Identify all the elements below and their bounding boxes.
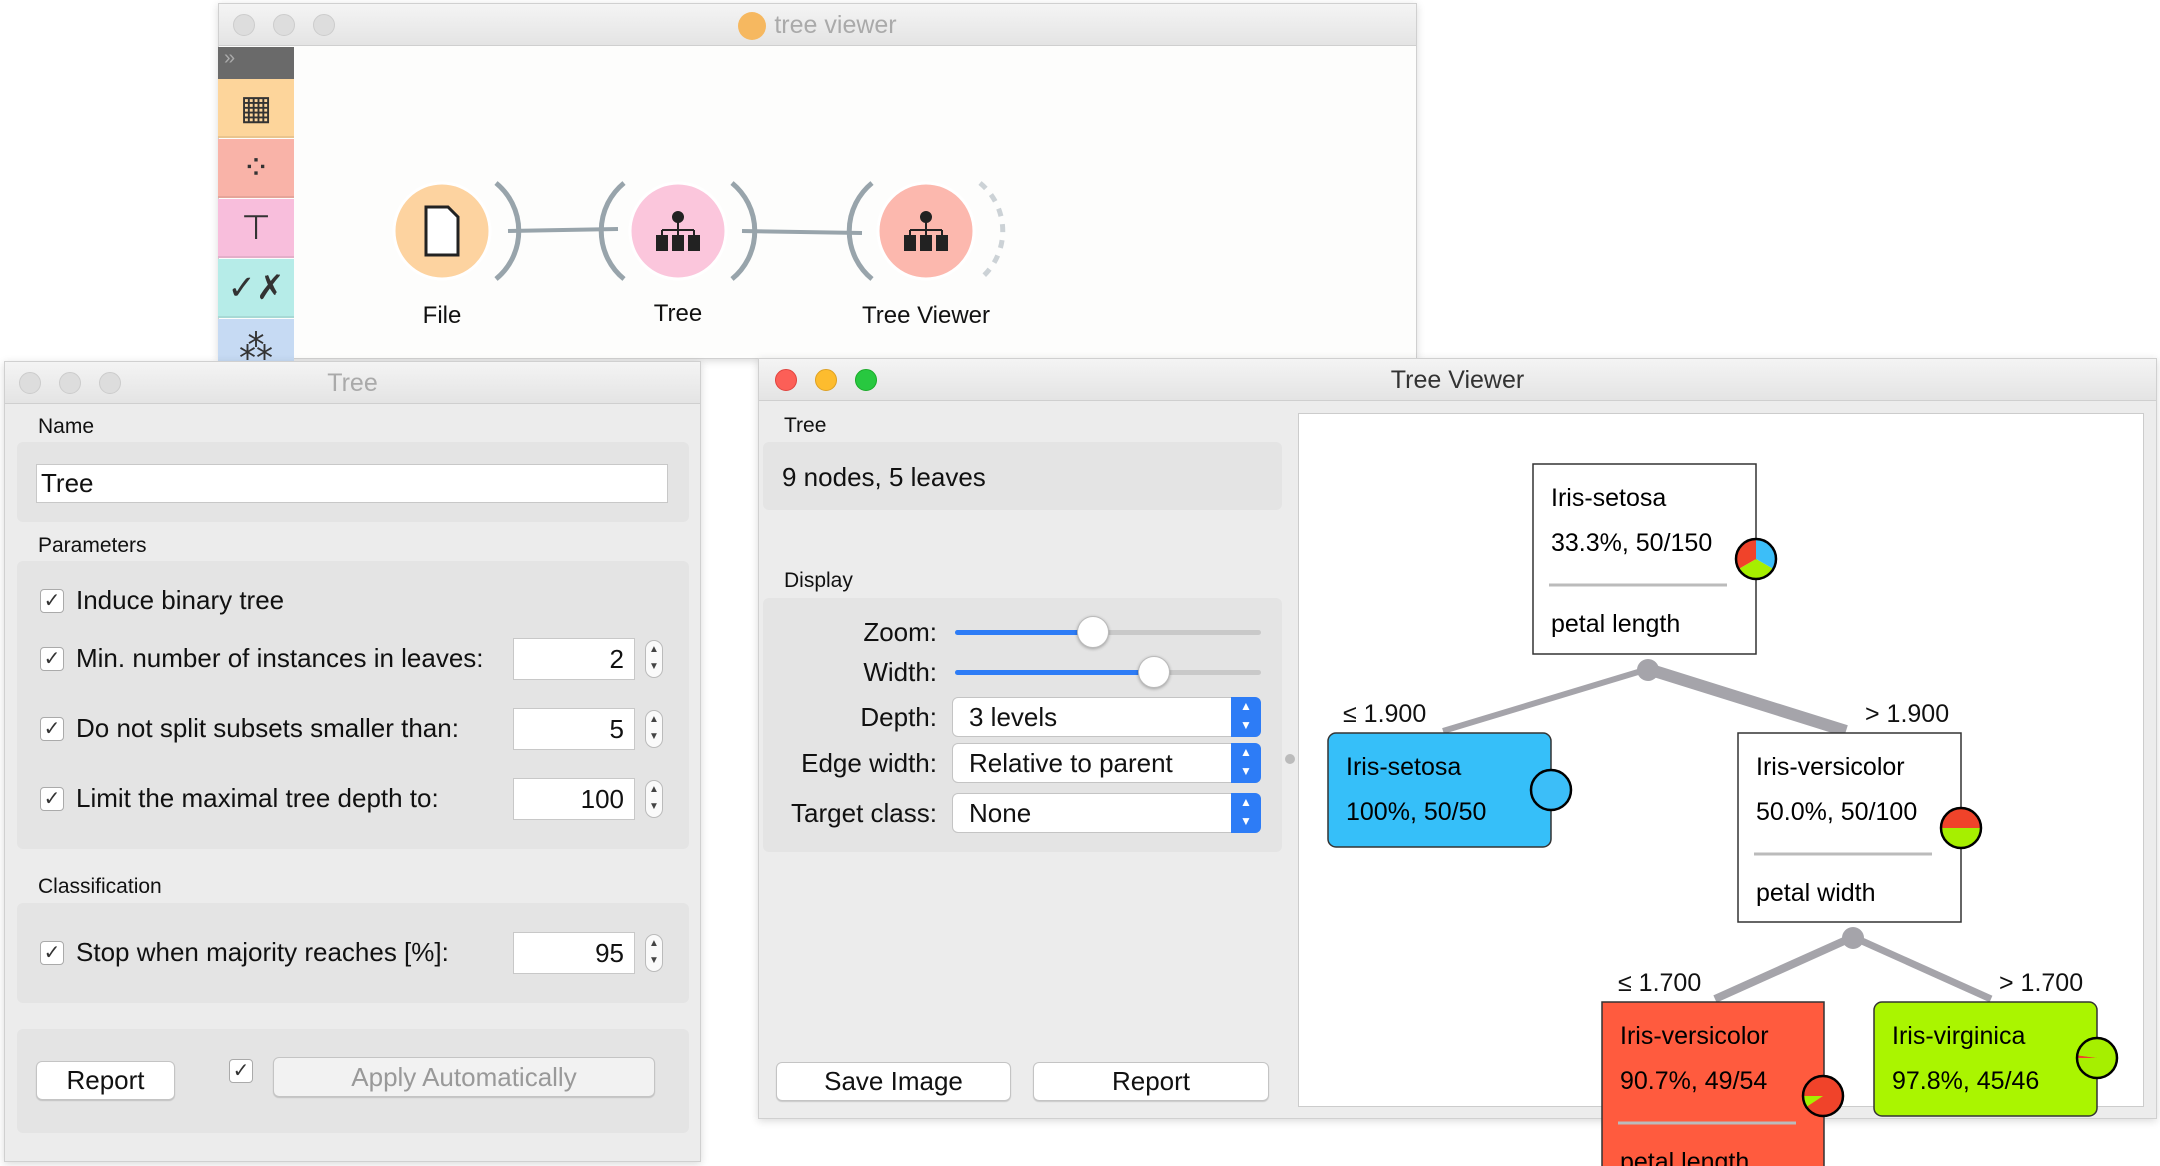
minimize-button[interactable] <box>59 372 81 394</box>
viewer-titlebar: Tree Viewer <box>759 359 2156 401</box>
apply-automatically-checkbox[interactable]: ✓ <box>229 1059 253 1083</box>
parameter-label: Limit the maximal tree depth to: <box>76 783 439 813</box>
tree-info: 9 nodes, 5 leaves <box>782 462 986 492</box>
widget-label-tree: Tree <box>653 300 703 327</box>
viewer-title: Tree Viewer <box>1390 366 1525 394</box>
parameter-label: Min. number of instances in leaves: <box>76 643 484 673</box>
parameters-label: Parameters <box>38 534 147 557</box>
parameter-label: Induce binary tree <box>76 585 285 615</box>
link-tree-viewer[interactable] <box>741 229 863 235</box>
depth-select[interactable]: 3 levels ▲ ▼ <box>952 697 1261 737</box>
output-anchor[interactable] <box>978 181 1006 281</box>
edge-width-label: Edge width: <box>801 748 937 778</box>
tree-info-group <box>763 442 1282 510</box>
widget-label-file: File <box>422 302 462 329</box>
save-image-button[interactable]: Save Image <box>776 1062 1011 1101</box>
chevron-updown-icon: ▲ ▼ <box>1231 743 1261 783</box>
workflow-canvas <box>392 181 1006 281</box>
width-label: Width: <box>863 657 937 687</box>
widget-node-tree[interactable] <box>598 181 758 281</box>
widget-label-tree-viewer: Tree Viewer <box>861 302 991 329</box>
edge-width-select[interactable]: Relative to parent ▲ ▼ <box>952 743 1261 783</box>
report-button[interactable]: Report <box>36 1061 175 1100</box>
tree-window-title: Tree <box>327 369 378 397</box>
display-section-label: Display <box>784 569 853 592</box>
parameter-stepper[interactable]: ▲ ▼ <box>645 780 663 818</box>
scatter-plot-icon[interactable]: ⁘ <box>218 139 294 198</box>
parameter-checkbox[interactable]: ✓ <box>40 786 64 811</box>
toolbox-collapse[interactable]: » <box>218 47 294 79</box>
stop-majority-checkbox[interactable]: ✓ <box>40 940 64 965</box>
stop-majority-row[interactable]: ✓ Stop when majority reaches [%]: <box>40 937 449 968</box>
depth-label: Depth: <box>860 702 937 732</box>
parameter-input[interactable]: 2 <box>513 638 635 680</box>
width-slider[interactable] <box>955 656 1261 688</box>
data-table-icon[interactable]: ▦ <box>218 79 294 138</box>
parameter-row[interactable]: ✓ Induce binary tree <box>40 585 284 616</box>
name-input[interactable]: Tree <box>36 464 668 503</box>
stop-majority-stepper[interactable]: ▲ ▼ <box>645 934 663 972</box>
parameter-checkbox[interactable]: ✓ <box>40 588 64 613</box>
edge-width-value: Relative to parent <box>969 748 1173 778</box>
close-button[interactable] <box>775 369 797 391</box>
chevron-updown-icon: ▲ ▼ <box>1231 793 1261 833</box>
parameter-input[interactable]: 100 <box>513 778 635 820</box>
parameter-input[interactable]: 5 <box>513 708 635 750</box>
zoom-button[interactable] <box>99 372 121 394</box>
zoom-button[interactable] <box>313 14 335 36</box>
zoom-button[interactable] <box>855 369 877 391</box>
parameter-stepper[interactable]: ▲ ▼ <box>645 640 663 678</box>
parameter-stepper[interactable]: ▲ ▼ <box>645 710 663 748</box>
close-button[interactable] <box>19 372 41 394</box>
target-class-value: None <box>969 798 1032 828</box>
parameter-checkbox[interactable]: ✓ <box>40 716 64 741</box>
stop-majority-input[interactable]: 95 <box>513 932 635 974</box>
parameter-label: Do not split subsets smaller than: <box>76 713 459 743</box>
close-button[interactable] <box>233 14 255 36</box>
tree-icon <box>656 211 700 251</box>
orange-app-icon <box>738 12 767 41</box>
tree-titlebar: Tree <box>5 362 700 404</box>
width-slider-handle[interactable] <box>1137 656 1170 688</box>
viewer-report-button[interactable]: Report <box>1033 1062 1269 1101</box>
widget-node-file[interactable] <box>392 181 522 281</box>
chevron-updown-icon: ▲ ▼ <box>1231 697 1261 737</box>
apply-button[interactable]: Apply Automatically <box>273 1057 655 1097</box>
zoom-slider-handle[interactable] <box>1076 616 1109 648</box>
minimize-button[interactable] <box>273 14 295 36</box>
file-icon <box>424 205 460 257</box>
canvas-window: tree viewer <box>218 3 1417 359</box>
node-split-attribute: petal length <box>1620 1148 1749 1166</box>
parameter-row[interactable]: ✓ Min. number of instances in leaves: <box>40 643 484 674</box>
canvas-titlebar: tree viewer <box>219 4 1416 46</box>
tree-canvas[interactable] <box>1298 413 2144 1107</box>
confusion-matrix-icon[interactable]: ✓✗ <box>218 259 294 318</box>
name-label: Name <box>38 415 95 438</box>
stop-majority-label: Stop when majority reaches [%]: <box>76 937 449 967</box>
canvas-title: tree viewer <box>774 11 897 39</box>
parameter-row[interactable]: ✓ Limit the maximal tree depth to: <box>40 783 439 814</box>
target-class-label: Target class: <box>791 798 937 828</box>
input-anchor[interactable] <box>598 181 626 281</box>
tree-viewer-icon <box>904 211 948 251</box>
depth-value: 3 levels <box>969 702 1058 732</box>
classification-label: Classification <box>38 875 162 898</box>
zoom-label: Zoom: <box>863 617 937 647</box>
widget-node-tree-viewer[interactable] <box>846 181 1006 281</box>
zoom-slider[interactable] <box>955 616 1261 648</box>
parameter-row[interactable]: ✓ Do not split subsets smaller than: <box>40 713 459 744</box>
output-anchor[interactable] <box>494 181 522 281</box>
output-anchor[interactable] <box>730 181 758 281</box>
input-anchor[interactable] <box>846 181 874 281</box>
splitter-handle[interactable] <box>1285 754 1295 764</box>
parameter-checkbox[interactable]: ✓ <box>40 646 64 671</box>
tree-model-icon[interactable]: ⊤ <box>218 199 294 258</box>
tree-section-label: Tree <box>784 414 827 437</box>
minimize-button[interactable] <box>815 369 837 391</box>
target-class-select[interactable]: None ▲ ▼ <box>952 793 1261 833</box>
